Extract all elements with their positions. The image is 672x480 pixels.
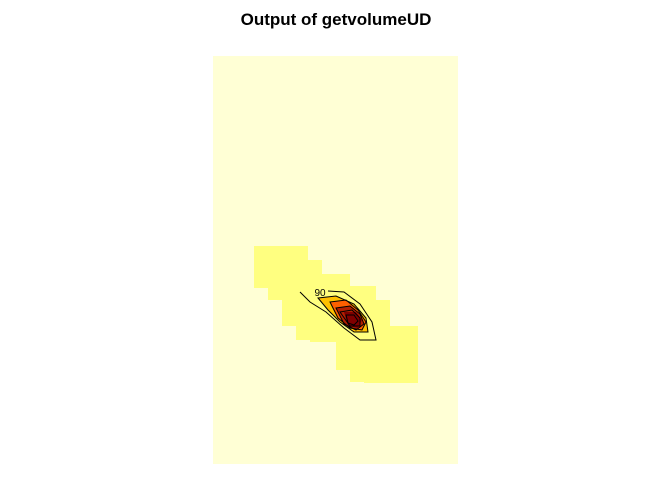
contour-line-2 — [317, 295, 369, 333]
contour-line-4 — [335, 305, 365, 331]
raster-background — [213, 56, 458, 464]
contour-line-5 — [339, 309, 361, 327]
contour-line-6 — [345, 314, 359, 326]
contour-lines — [299, 290, 377, 341]
contour-line-1 — [299, 290, 377, 341]
chart-title: Output of getvolumeUD — [240, 10, 432, 29]
raster-cell-8 — [364, 342, 418, 383]
contour-line-3 — [329, 299, 367, 331]
contour-label-90: 90 — [314, 288, 326, 299]
